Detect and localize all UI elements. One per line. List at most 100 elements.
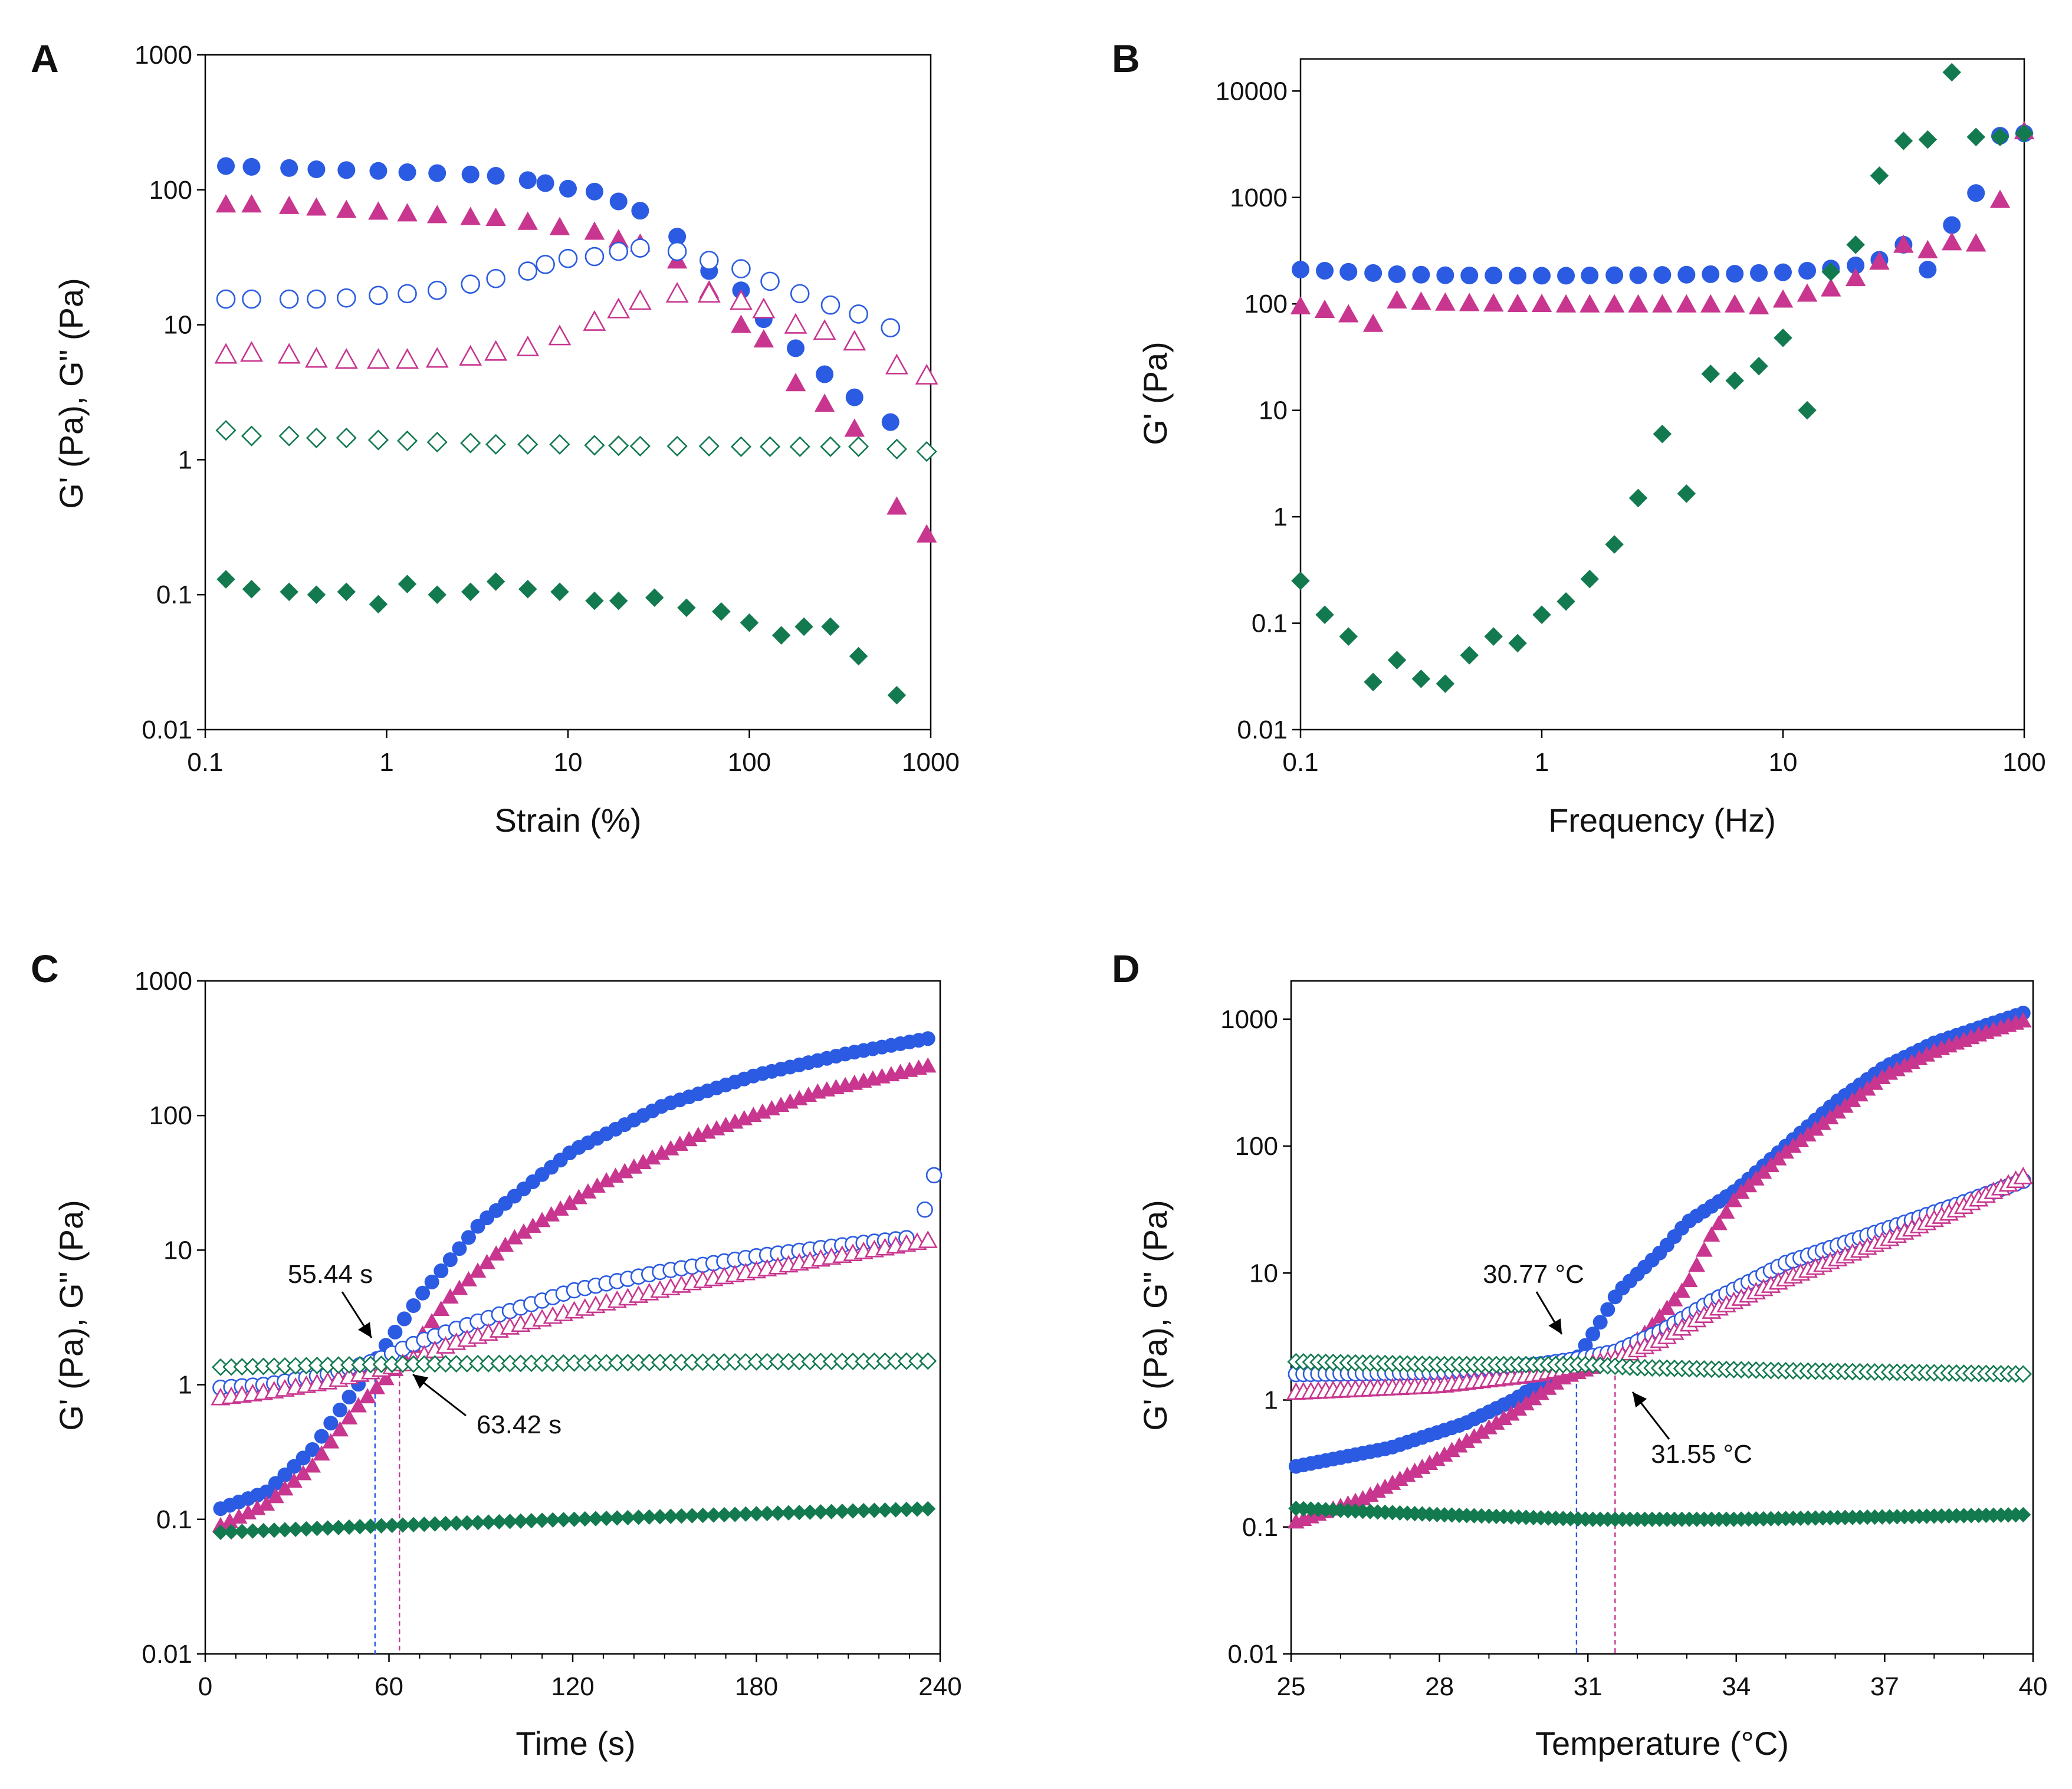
- panel-c-point: [469, 1515, 486, 1531]
- panel-c-point: [631, 1509, 646, 1525]
- panel-a-ylabel: G' (Pa), G" (Pa): [52, 278, 90, 509]
- panel-d-point: [1592, 1315, 1608, 1330]
- panel-c-point: [288, 1521, 304, 1537]
- panel-b-point: [1315, 605, 1334, 625]
- panel-a-point: [608, 435, 629, 457]
- panel-d-x-tick-label: 28: [1425, 1672, 1454, 1701]
- panel-c-plot: 0 60 120 180 240 0.01 0.1 1 10 100 1000 55.44 s 63.4…: [134, 967, 962, 1701]
- panel-c-point: [309, 1521, 325, 1537]
- panel-b-x-tick-label: 100: [2002, 748, 2045, 777]
- panel-c-point: [341, 1389, 357, 1404]
- panel-d-point: [1666, 1291, 1683, 1307]
- panel-a-point: [550, 582, 569, 602]
- panel-a-point: [731, 314, 751, 333]
- panel-d-point: [1703, 1226, 1720, 1242]
- panel-a-point: [486, 572, 505, 591]
- panel-a-point: [485, 208, 506, 227]
- panel-d-x-tick-label: 25: [1277, 1672, 1306, 1701]
- panel-a-point: [241, 194, 262, 213]
- panel-b-point: [1460, 267, 1479, 285]
- panel-c-y-tick-label: 1: [178, 1371, 192, 1400]
- panel-a-point: [821, 617, 840, 636]
- panel-a-x-tick-label: 1000: [902, 748, 960, 777]
- panel-b-point: [1290, 296, 1311, 315]
- panel-c-point: [258, 1495, 275, 1511]
- panel-a-x-tick-label: 0.1: [187, 748, 223, 777]
- panel-a-point: [215, 194, 237, 213]
- panel-b-point: [1847, 256, 1865, 274]
- panel-c-point: [533, 1212, 551, 1227]
- panel-c-y-tick-label: 0.01: [142, 1640, 192, 1669]
- panel-c-point: [478, 1253, 496, 1269]
- panel-a-point: [216, 570, 235, 589]
- panel-a-point: [698, 435, 720, 457]
- panel-a-y-tick-label: 1000: [134, 41, 192, 70]
- panel-a-point: [916, 441, 937, 462]
- panel-a-point: [217, 157, 235, 175]
- panel-d-point: [1450, 1437, 1468, 1453]
- panel-c-letter: C: [31, 947, 59, 990]
- panel-b-point: [2015, 124, 2034, 143]
- panel-d-y-tick-label: 0.01: [1227, 1640, 1278, 1669]
- panel-c-point: [616, 1163, 633, 1179]
- panel-b-point: [1316, 261, 1334, 280]
- panel-a-x-tick-label: 1: [379, 748, 393, 777]
- panel-c-point: [406, 1298, 421, 1313]
- panel-a-point: [459, 344, 482, 366]
- panel-a-marks: [214, 157, 938, 705]
- panel-a-point: [881, 413, 899, 431]
- panel-a-point: [887, 685, 907, 705]
- panel-d-point: [1391, 1470, 1408, 1486]
- panel-d-xlabel: Temperature (°C): [1535, 1725, 1789, 1762]
- panel-a-xlabel: Strain (%): [495, 802, 642, 839]
- panel-d-x-tick-label: 40: [2019, 1672, 2048, 1701]
- panel-c-point: [314, 1429, 329, 1444]
- panel-c-point: [363, 1518, 379, 1534]
- panel-c-x-tick-label: 60: [375, 1672, 403, 1701]
- panel-c-point: [323, 1416, 339, 1431]
- panel-b-point: [1533, 267, 1551, 285]
- panel-c-x-tick-label: 0: [198, 1672, 212, 1701]
- panel-b-point: [1653, 266, 1672, 284]
- panel-a-point: [517, 434, 538, 455]
- panel-b-y-tick-label: 10: [1259, 396, 1288, 425]
- panel-c-point: [570, 1189, 587, 1204]
- panel-a-point: [461, 274, 480, 294]
- panel-c-point: [579, 1183, 597, 1199]
- panel-b-point: [1677, 484, 1696, 503]
- panel-c-point: [340, 1409, 358, 1424]
- panel-c-point: [332, 1402, 347, 1417]
- panel-b-point: [1798, 401, 1817, 420]
- panel-b-point: [1412, 265, 1430, 284]
- panel-a-point: [461, 582, 480, 602]
- panel-d-y-tick-label: 0.1: [1242, 1513, 1278, 1542]
- panel-d-y-tick-label: 10: [1249, 1259, 1278, 1288]
- panel-c-point: [587, 1511, 604, 1527]
- panel-a-point: [214, 343, 238, 364]
- panel-d-point: [1443, 1442, 1460, 1458]
- panel-b-marks: [1290, 63, 2035, 693]
- panel-b-point: [1676, 294, 1697, 313]
- panel-c-point: [248, 1499, 266, 1515]
- panel-c-point: [452, 1241, 467, 1256]
- panel-c-point: [643, 1149, 661, 1165]
- panel-c-point: [448, 1515, 464, 1531]
- panel-b-point: [1943, 216, 1961, 234]
- panel-a-point: [585, 182, 603, 201]
- panel-b-point: [1917, 239, 1938, 258]
- panel-a-point: [697, 281, 721, 303]
- panel-d-annotation-label: 30.77 °C: [1483, 1260, 1584, 1289]
- panel-b-point: [1845, 268, 1866, 287]
- panel-d-point: [1600, 1302, 1615, 1317]
- panel-a-point: [752, 297, 776, 319]
- panel-b-point: [1338, 304, 1359, 323]
- panel-a-point: [730, 436, 752, 457]
- panel-a-point: [845, 388, 863, 406]
- panel-a-point: [844, 418, 865, 437]
- panel-c-x-tick-label: 240: [918, 1672, 961, 1701]
- panel-c-point: [277, 1522, 293, 1538]
- panel-b-point: [1629, 266, 1647, 284]
- panel-c-point: [551, 1200, 569, 1216]
- panel-d-letter: D: [1112, 947, 1140, 990]
